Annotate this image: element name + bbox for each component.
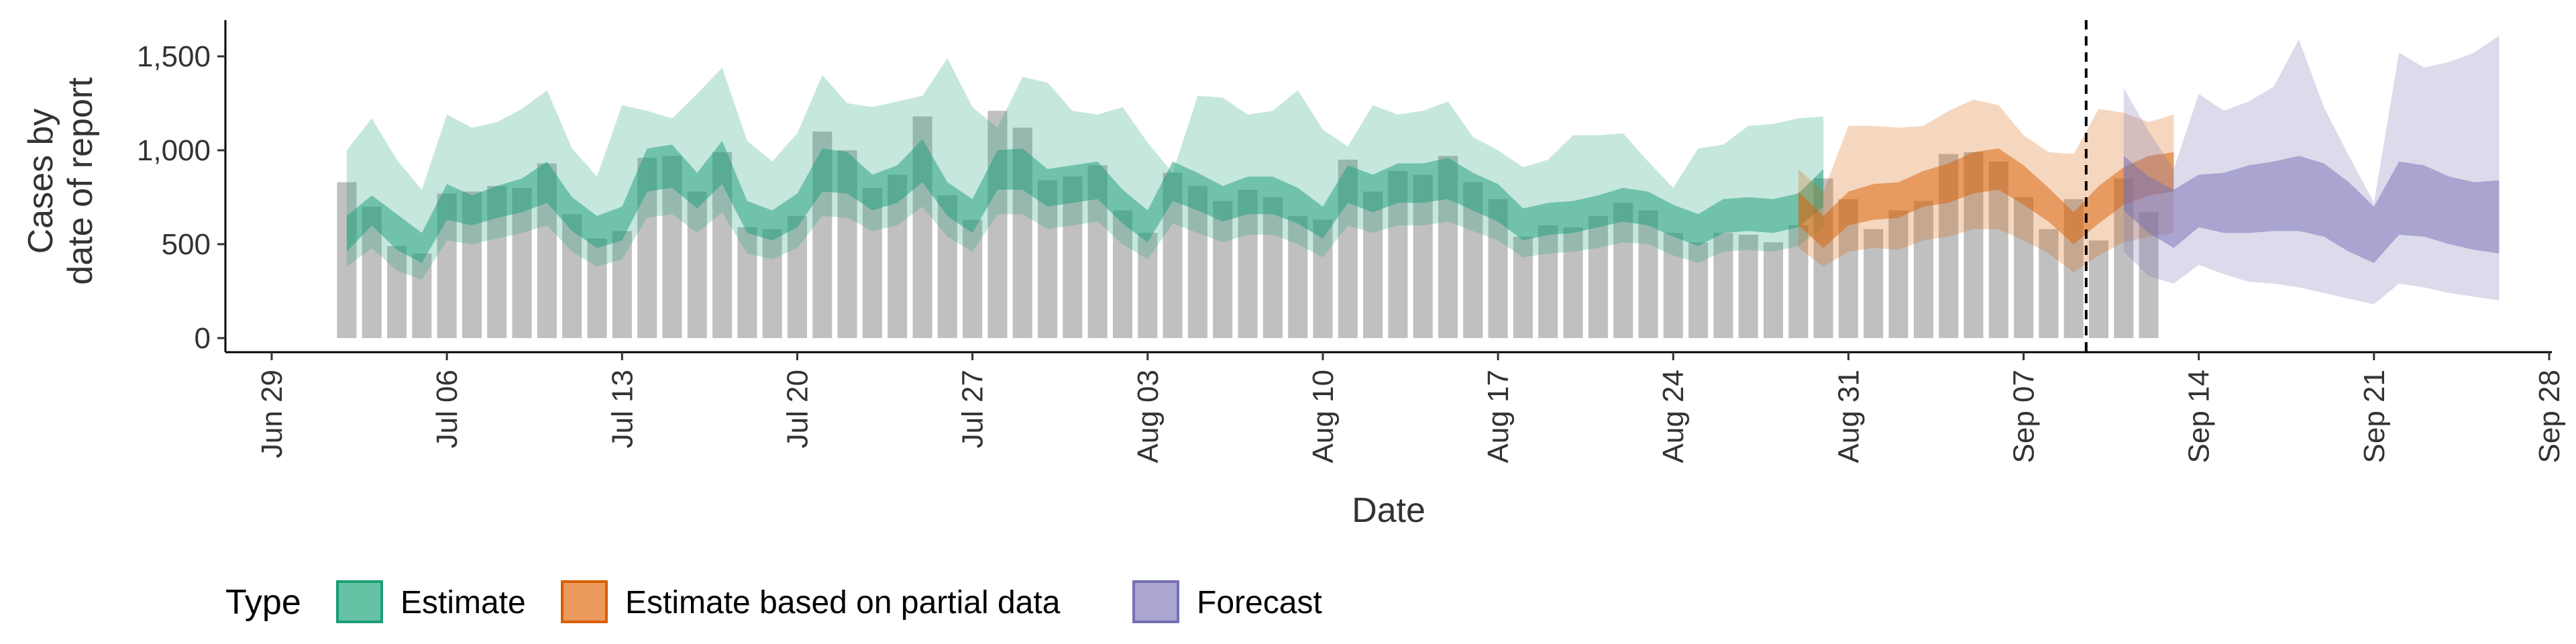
y-tick-label: 1,000 xyxy=(137,134,211,167)
reported-cases-bar xyxy=(1513,236,1533,338)
x-axis-ticks: Jun 29 Jul 06 Jul 13 Jul 20 Jul 27 Aug 03 Aug … xyxy=(256,352,2566,463)
reported-cases-bar xyxy=(987,111,1008,338)
reported-cases-bar xyxy=(1688,242,1709,338)
x-tick-label: Sep 14 xyxy=(2183,370,2216,463)
legend-label: Estimate based on partial data xyxy=(625,585,1061,621)
reported-cases-bar xyxy=(1313,219,1333,338)
x-tick-label: Jul 06 xyxy=(431,370,464,448)
reported-cases-bar xyxy=(787,216,807,338)
reported-cases-bar xyxy=(1888,210,1909,338)
reported-cases-bar xyxy=(862,188,882,338)
reported-cases-bar xyxy=(2039,229,2059,338)
reported-cases-bar xyxy=(412,254,432,338)
y-axis-title-line-1: Cases by xyxy=(21,109,60,254)
y-axis-title: Cases by date of report xyxy=(21,77,100,285)
reported-cases-bar xyxy=(1663,233,1683,338)
x-tick-label: Sep 21 xyxy=(2358,370,2391,463)
reported-cases-bar xyxy=(1788,225,1809,338)
reported-cases-bar xyxy=(1613,203,1633,338)
x-axis-title: Date xyxy=(1352,491,1426,530)
x-tick-label: Sep 28 xyxy=(2533,370,2566,463)
reported-cases-bar xyxy=(337,182,357,338)
legend-key xyxy=(561,580,608,623)
legend-item: Forecast xyxy=(1132,580,1322,623)
reported-cases-bar xyxy=(1288,216,1308,338)
x-tick-label: Aug 10 xyxy=(1307,370,1340,463)
y-axis-ticks: 0 500 1,000 1,500 xyxy=(137,40,225,355)
x-tick-label: Aug 17 xyxy=(1482,370,1515,463)
x-tick-label: Jul 27 xyxy=(957,370,989,448)
reported-cases-bar xyxy=(1638,210,1658,338)
legend-label: Estimate xyxy=(400,585,526,621)
reported-cases-bar xyxy=(1738,235,1758,338)
legend-item: Estimate xyxy=(336,580,526,623)
reported-cases-bar xyxy=(737,227,757,338)
x-tick-label: Aug 24 xyxy=(1657,370,1690,463)
y-tick-label: 0 xyxy=(195,322,211,355)
x-tick-label: Aug 31 xyxy=(1832,370,1865,463)
reported-cases-bar xyxy=(1138,233,1158,338)
reported-cases-bar xyxy=(1038,180,1058,338)
reported-cases-bar xyxy=(2014,197,2034,338)
reported-cases-bar xyxy=(1112,210,1132,338)
legend-key xyxy=(1132,580,1179,623)
reported-cases-bar xyxy=(762,229,782,338)
y-axis-title-line-2: date of report xyxy=(61,77,100,285)
x-tick-label: Jun 29 xyxy=(256,370,288,458)
x-tick-label: Jul 20 xyxy=(782,370,814,448)
reported-cases-bars xyxy=(337,111,2159,339)
y-tick-label: 1,500 xyxy=(137,40,211,73)
plot-panel xyxy=(337,20,2500,352)
y-tick-label: 500 xyxy=(162,228,211,261)
reported-cases-bar xyxy=(1213,201,1233,338)
x-tick-label: Sep 07 xyxy=(2008,370,2041,463)
reported-cases-bar xyxy=(1763,242,1783,338)
reported-cases-bar xyxy=(1588,216,1608,338)
estimate-based-on-partial-data-inner-band xyxy=(1798,148,2174,248)
reported-cases-bar xyxy=(1363,191,1383,338)
forecast-inner-band xyxy=(2123,156,2500,263)
reported-cases-bar xyxy=(387,246,407,338)
reported-cases-bar xyxy=(1913,201,1933,338)
reported-cases-bar xyxy=(2088,240,2108,338)
reported-cases-bar xyxy=(1563,227,1583,338)
x-tick-label: Aug 03 xyxy=(1132,370,1165,463)
legend-title: Type xyxy=(225,583,301,622)
estimate-bands xyxy=(346,36,2500,305)
reported-cases-bar xyxy=(587,238,607,338)
legend-item: Estimate based on partial data xyxy=(561,580,1061,623)
reported-cases-bar xyxy=(1864,229,1884,338)
legend-label: Forecast xyxy=(1197,585,1322,621)
legend: Type Estimate Estimate based on partial da… xyxy=(225,580,1322,623)
reported-cases-bar xyxy=(1713,233,1733,338)
reported-cases-bar xyxy=(687,191,707,338)
legend-key xyxy=(336,580,383,623)
reported-cases-bar xyxy=(963,219,983,338)
reported-cases-bar xyxy=(1263,197,1283,338)
reported-cases-bar xyxy=(612,231,632,338)
reported-cases-bar xyxy=(1538,225,1558,338)
x-tick-label: Jul 13 xyxy=(606,370,639,448)
estimate-inner-band xyxy=(346,139,1824,263)
